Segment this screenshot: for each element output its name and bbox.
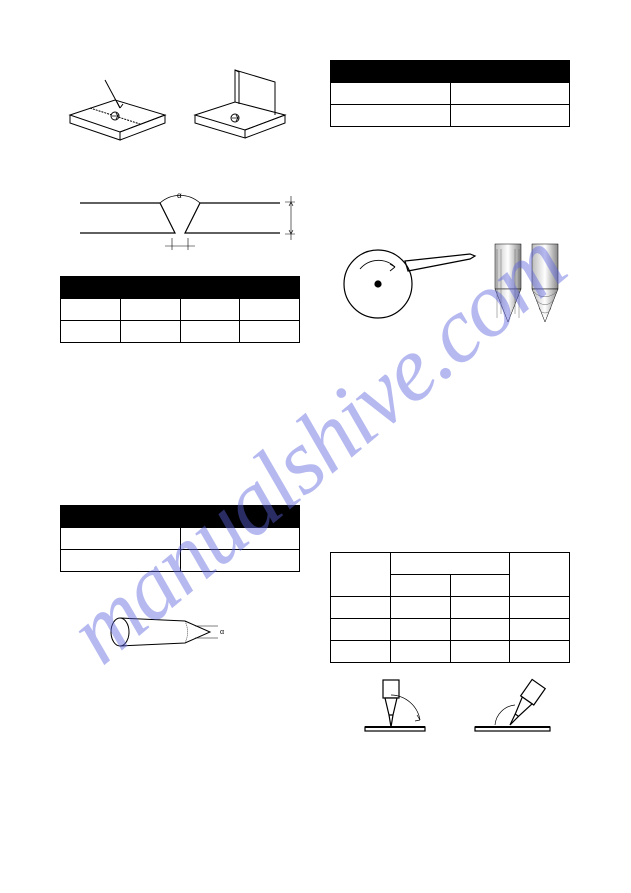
right-column: [330, 60, 570, 763]
th: [180, 506, 300, 528]
table-torch-angle: [330, 552, 570, 663]
figure-grinding-tips: [330, 239, 570, 324]
td: [180, 321, 240, 343]
th: [120, 277, 180, 299]
td: [390, 641, 450, 663]
th: [240, 277, 300, 299]
td: [120, 321, 180, 343]
table-groove-params: [60, 276, 300, 343]
left-column: α: [60, 60, 300, 677]
table-electrode-diameter: [60, 505, 300, 572]
td: [61, 550, 181, 572]
td: [450, 619, 510, 641]
td: [331, 641, 391, 663]
figure-weld-plates: [60, 60, 300, 150]
svg-text:α: α: [177, 191, 182, 200]
th: [450, 575, 510, 597]
td: [510, 597, 570, 619]
td: [240, 299, 300, 321]
td: [331, 619, 391, 641]
td: [120, 299, 180, 321]
td: [61, 528, 181, 550]
figure-torch-angles: [330, 675, 570, 745]
td: [240, 321, 300, 343]
th: [61, 277, 121, 299]
td: [510, 619, 570, 641]
td: [180, 528, 300, 550]
figure-electrode-tip-angle: α: [60, 604, 300, 659]
th: [180, 277, 240, 299]
th: [331, 61, 451, 83]
figure-v-groove: α: [60, 188, 300, 258]
td: [450, 597, 510, 619]
th: [510, 553, 570, 597]
th: [61, 506, 181, 528]
td: [331, 597, 391, 619]
td: [450, 83, 570, 105]
td: [61, 321, 121, 343]
th: [450, 61, 570, 83]
th: [331, 553, 391, 597]
td: [180, 299, 240, 321]
td: [450, 641, 510, 663]
th: [390, 553, 510, 575]
svg-text:α: α: [220, 629, 224, 636]
td: [450, 105, 570, 127]
td: [390, 597, 450, 619]
td: [61, 299, 121, 321]
td: [510, 641, 570, 663]
td: [390, 619, 450, 641]
th: [390, 575, 450, 597]
td: [331, 105, 451, 127]
table-tungsten-tip: [330, 60, 570, 127]
td: [180, 550, 300, 572]
td: [331, 83, 451, 105]
